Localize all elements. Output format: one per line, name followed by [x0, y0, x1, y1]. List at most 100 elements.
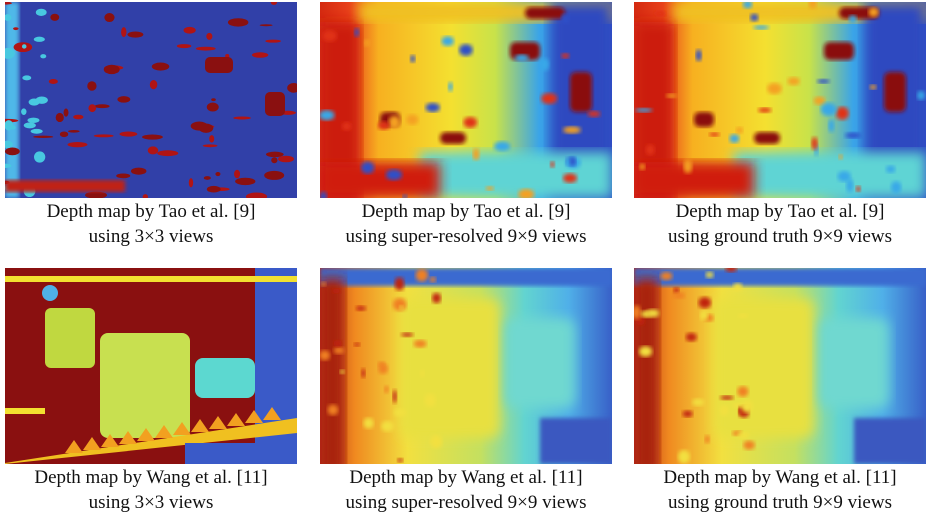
- speck: [886, 165, 896, 173]
- speck: [836, 107, 849, 120]
- blob: [570, 72, 592, 112]
- top: [634, 268, 926, 286]
- speck: [448, 82, 453, 92]
- speck: [252, 52, 268, 57]
- speck: [741, 400, 752, 412]
- speck: [143, 194, 148, 199]
- speck: [515, 54, 529, 61]
- speck: [459, 44, 473, 56]
- caption-line: using super-resolved 9×9 views: [346, 492, 587, 513]
- speck: [743, 440, 755, 449]
- speck: [22, 75, 31, 80]
- speck: [430, 435, 442, 448]
- speck: [1, 48, 14, 59]
- speck: [720, 405, 729, 415]
- caption-line: using ground truth 9×9 views: [668, 492, 892, 513]
- right-obj: [505, 318, 575, 408]
- cup: [400, 298, 500, 438]
- speck: [271, 157, 277, 163]
- speck: [432, 293, 441, 303]
- speck: [758, 108, 771, 113]
- speck: [473, 148, 480, 160]
- speck: [127, 31, 143, 37]
- speck: [64, 109, 69, 117]
- speck: [265, 40, 281, 43]
- speck: [50, 14, 59, 21]
- caption-line: Depth map by Wang et al. [11]: [349, 467, 582, 488]
- speck: [40, 54, 46, 58]
- speck: [340, 370, 345, 374]
- blob: [754, 132, 780, 144]
- speck: [264, 171, 284, 180]
- caption-line: Depth map by Wang et al. [11]: [663, 467, 896, 488]
- speck: [686, 333, 697, 342]
- depth-map: [632, 264, 926, 474]
- speck: [191, 121, 208, 130]
- speck: [104, 65, 120, 74]
- speck: [635, 108, 652, 112]
- speck: [424, 394, 435, 407]
- speck: [2, 141, 12, 148]
- speck: [463, 117, 477, 128]
- speck: [725, 264, 736, 272]
- speck: [700, 310, 708, 320]
- right-obj: [195, 358, 255, 398]
- speck: [95, 104, 110, 108]
- speck: [207, 103, 219, 112]
- speck: [828, 119, 834, 132]
- speck: [233, 116, 251, 119]
- caption-line: Depth map by Wang et al. [11]: [34, 467, 267, 488]
- speck: [378, 364, 388, 374]
- speck: [403, 194, 408, 199]
- speck: [569, 157, 576, 167]
- depth-map: [5, 268, 297, 464]
- speck: [868, 7, 878, 17]
- speck: [870, 85, 877, 90]
- speck: [646, 144, 655, 155]
- speck: [839, 154, 843, 159]
- speck: [117, 96, 130, 103]
- speck: [845, 133, 861, 139]
- speck: [333, 347, 344, 354]
- speck: [235, 178, 255, 185]
- speck: [729, 134, 739, 143]
- speck: [705, 435, 710, 444]
- speck: [33, 136, 53, 138]
- speck: [228, 18, 248, 26]
- speck: [119, 131, 137, 136]
- bottom: [420, 152, 612, 198]
- speck: [494, 141, 510, 151]
- speck: [68, 142, 88, 147]
- figure: Depth map by Tao et al. [9]using 3×3 vie…: [0, 0, 931, 517]
- speck: [788, 77, 800, 85]
- speck: [399, 305, 403, 309]
- speck: [817, 79, 830, 84]
- speck: [104, 13, 114, 22]
- speck: [22, 44, 27, 48]
- speck: [397, 458, 403, 462]
- speck: [737, 386, 748, 397]
- speck: [425, 103, 440, 112]
- speck: [94, 134, 114, 137]
- floor: [5, 180, 125, 192]
- speck: [736, 127, 743, 133]
- speck: [196, 47, 216, 51]
- dot: [42, 285, 58, 301]
- speck: [206, 33, 212, 40]
- stripe: [5, 276, 297, 282]
- caption-line: using ground truth 9×9 views: [668, 226, 892, 247]
- speck: [750, 14, 758, 22]
- speck: [654, 11, 665, 16]
- speck: [34, 37, 45, 42]
- speck: [561, 53, 569, 58]
- speck: [738, 432, 749, 439]
- speck: [157, 150, 178, 156]
- speck: [319, 350, 330, 360]
- speck: [29, 99, 40, 106]
- speck: [152, 63, 170, 71]
- speck: [441, 36, 454, 46]
- speck: [4, 14, 12, 21]
- blob: [205, 57, 233, 73]
- cup: [714, 298, 814, 438]
- speck: [416, 269, 428, 282]
